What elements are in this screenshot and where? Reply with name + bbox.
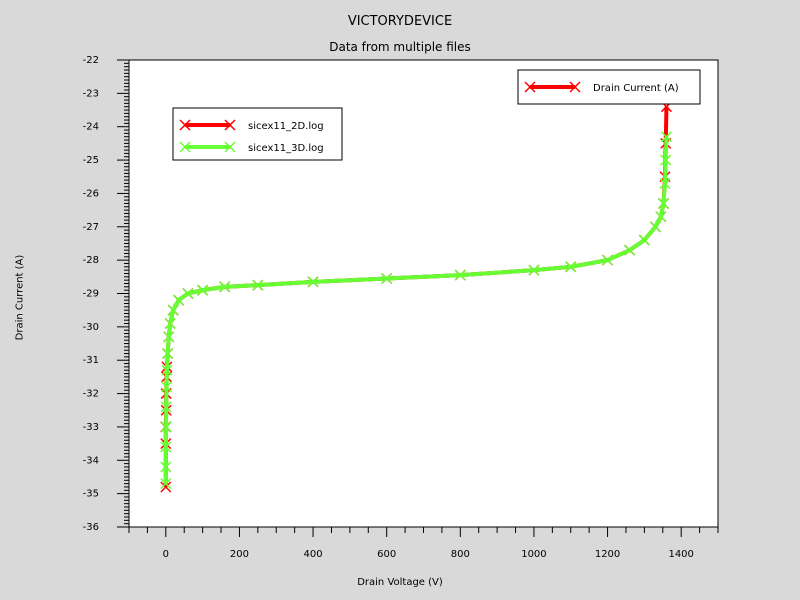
y-tick-label: -34	[83, 455, 99, 466]
data-point-marker	[624, 244, 636, 256]
data-point-marker	[160, 478, 172, 490]
legend-label: sicex11_3D.log	[248, 143, 324, 154]
legend-label: sicex11_2D.log	[248, 121, 324, 132]
data-point-marker	[307, 276, 319, 288]
y-tick-label: -27	[83, 222, 99, 233]
y-tick-label: -32	[83, 389, 99, 400]
data-point-marker	[164, 317, 176, 330]
data-point-marker	[160, 461, 172, 473]
data-point-marker	[659, 177, 671, 189]
y-tick-label: -23	[83, 88, 99, 99]
data-point-marker	[162, 348, 174, 360]
data-point-marker	[161, 381, 173, 393]
data-point-marker	[173, 294, 185, 306]
legend-layer: sicex11_2D.log sicex11_3D.log Drain Curren…	[172, 69, 701, 161]
legend-item: Drain Current (A)	[524, 81, 679, 94]
y-tick-label: -24	[83, 122, 99, 133]
data-point-marker	[219, 281, 231, 293]
data-point-marker	[660, 154, 672, 166]
data-point-marker	[454, 269, 466, 281]
y-tick-label: -30	[83, 322, 99, 333]
data-point-marker	[565, 261, 577, 273]
x-tick-label: 1400	[668, 549, 693, 560]
y-tick-label: -36	[83, 522, 99, 533]
data-point-marker	[660, 131, 672, 143]
x-tick-label: 1200	[595, 549, 620, 560]
data-point-marker	[649, 221, 661, 233]
x-tick-label: 400	[304, 549, 323, 560]
x-tick-label: 1000	[521, 549, 546, 560]
data-point-marker	[657, 197, 670, 209]
y-tick-label: -35	[83, 489, 99, 500]
data-point-marker	[638, 234, 650, 246]
data-point-marker	[160, 401, 172, 413]
y-tick-label: -29	[83, 289, 99, 300]
y-axis-label: Drain Current (A)	[14, 254, 26, 341]
legend-label: Drain Current (A)	[593, 83, 679, 94]
y-tick-label: -28	[83, 255, 99, 266]
legend-variable: Drain Current (A)	[517, 69, 701, 105]
series-3d	[160, 131, 672, 490]
x-tick-label: 600	[377, 549, 396, 560]
legend-item: sicex11_2D.log	[179, 119, 324, 132]
data-point-marker	[163, 331, 175, 343]
data-point-marker	[160, 441, 172, 453]
chart-subtitle: Data from multiple files	[329, 40, 471, 54]
data-point-marker	[182, 287, 194, 300]
data-point-marker	[602, 254, 614, 266]
legend-files: sicex11_2D.log sicex11_3D.log	[172, 107, 343, 161]
data-point-marker	[161, 364, 173, 376]
axes: -22 -23 -24 -25 -26 -27 -28 -29 -30 -31 -32 -33 -34 -…	[83, 55, 719, 560]
data-point-marker	[160, 481, 172, 493]
x-axis-label: Drain Voltage (V)	[357, 577, 443, 588]
series-layer	[160, 101, 672, 493]
data-point-marker	[655, 211, 667, 223]
chart-title: VICTORYDEVICE	[347, 14, 453, 29]
x-tick-label: 800	[451, 549, 470, 560]
y-tick-label: -25	[83, 155, 99, 166]
data-point-marker	[197, 284, 209, 296]
data-point-marker	[381, 272, 393, 285]
data-point-marker	[160, 421, 172, 433]
data-point-marker	[167, 304, 179, 316]
x-tick-label: 200	[230, 549, 249, 560]
data-point-marker	[252, 279, 264, 291]
x-tick-label: 0	[163, 549, 169, 560]
data-point-marker	[528, 264, 540, 276]
y-tick-label: -26	[83, 188, 99, 199]
y-tick-label: -33	[83, 422, 99, 433]
legend-box	[172, 107, 343, 161]
y-tick-label: -31	[83, 355, 99, 366]
legend-item: sicex11_3D.log	[179, 141, 324, 154]
y-tick-label: -22	[83, 55, 99, 66]
